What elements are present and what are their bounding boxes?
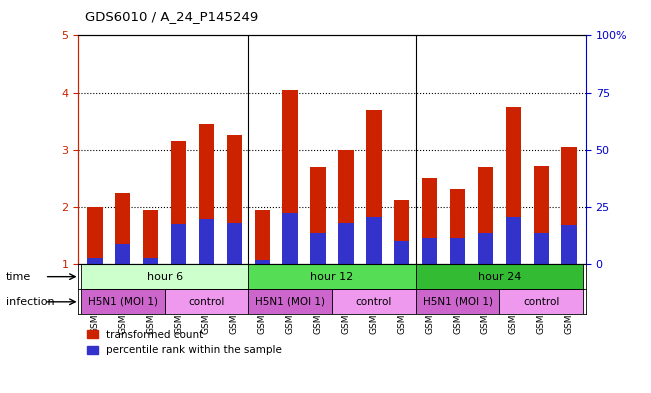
Bar: [332, 289, 416, 314]
Bar: [416, 289, 499, 314]
Text: H5N1 (MOI 1): H5N1 (MOI 1): [422, 297, 493, 307]
Bar: [366, 217, 381, 264]
Bar: [450, 189, 465, 264]
Bar: [394, 241, 409, 264]
Bar: [339, 223, 353, 264]
Bar: [165, 289, 248, 314]
Bar: [115, 244, 130, 264]
Bar: [499, 289, 583, 314]
Bar: [143, 210, 158, 264]
Bar: [248, 289, 332, 314]
Text: GDS6010 / A_24_P145249: GDS6010 / A_24_P145249: [85, 10, 258, 23]
Bar: [81, 289, 165, 314]
Text: infection: infection: [6, 297, 54, 307]
Bar: [478, 167, 493, 264]
Text: control: control: [355, 297, 392, 307]
Text: time: time: [6, 272, 31, 282]
Bar: [283, 213, 298, 264]
Bar: [561, 147, 577, 264]
Bar: [339, 150, 353, 264]
Bar: [115, 193, 130, 264]
Text: hour 12: hour 12: [311, 272, 353, 282]
Bar: [506, 107, 521, 264]
Bar: [81, 264, 248, 289]
Bar: [171, 141, 186, 264]
Bar: [255, 259, 270, 264]
Bar: [311, 167, 326, 264]
Bar: [227, 136, 242, 264]
Bar: [561, 225, 577, 264]
Text: control: control: [523, 297, 559, 307]
Bar: [422, 238, 437, 264]
Text: hour 6: hour 6: [146, 272, 183, 282]
Bar: [416, 264, 583, 289]
Bar: [506, 217, 521, 264]
Bar: [422, 178, 437, 264]
Text: hour 24: hour 24: [478, 272, 521, 282]
Bar: [478, 233, 493, 264]
Bar: [366, 110, 381, 264]
Legend: transformed count, percentile rank within the sample: transformed count, percentile rank withi…: [83, 326, 286, 360]
Text: H5N1 (MOI 1): H5N1 (MOI 1): [88, 297, 158, 307]
Bar: [248, 264, 416, 289]
Bar: [87, 258, 102, 264]
Bar: [534, 233, 549, 264]
Bar: [199, 124, 214, 264]
Text: control: control: [188, 297, 225, 307]
Bar: [227, 223, 242, 264]
Bar: [199, 219, 214, 264]
Bar: [311, 233, 326, 264]
Bar: [534, 166, 549, 264]
Bar: [171, 224, 186, 264]
Bar: [255, 210, 270, 264]
Bar: [87, 207, 102, 264]
Bar: [394, 200, 409, 264]
Text: H5N1 (MOI 1): H5N1 (MOI 1): [255, 297, 325, 307]
Bar: [283, 90, 298, 264]
Bar: [450, 238, 465, 264]
Bar: [143, 258, 158, 264]
